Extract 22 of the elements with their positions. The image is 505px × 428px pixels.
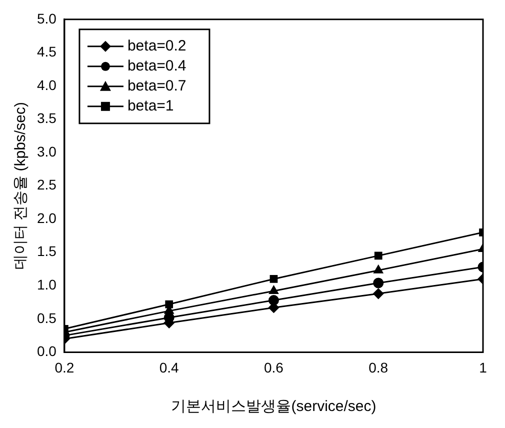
legend-label: beta=0.2 [127, 38, 186, 55]
x-tick-label: 0.4 [159, 359, 180, 376]
legend-label: beta=0.7 [127, 78, 186, 95]
y-tick-label: 0.0 [36, 343, 57, 360]
x-tick-label: 0.8 [368, 359, 388, 376]
x-tick-label: 1 [479, 359, 488, 376]
y-tick-label: 4.0 [36, 76, 57, 93]
y-tick-label: 3.5 [36, 110, 57, 126]
y-tick-label: 5.0 [36, 10, 57, 26]
y-tick-label: 3.0 [36, 143, 57, 160]
y-tick-label: 2.0 [36, 210, 57, 226]
y-tick-label: 2.5 [36, 176, 57, 193]
y-tick-label: 0.5 [36, 310, 57, 326]
legend-label: beta=1 [127, 98, 174, 115]
y-axis-title: 데이터 전송율 (kpbs/sec) [12, 102, 30, 270]
x-tick-label: 0.2 [54, 359, 74, 376]
y-tick-label: 4.5 [36, 44, 57, 60]
x-axis-title: 기본서비스발생율(service/sec) [171, 398, 376, 416]
legend-label: beta=0.4 [127, 58, 186, 75]
y-tick-label: 1.5 [36, 243, 57, 260]
y-tick-label: 1.0 [36, 276, 57, 292]
x-tick-label: 0.6 [264, 359, 284, 376]
